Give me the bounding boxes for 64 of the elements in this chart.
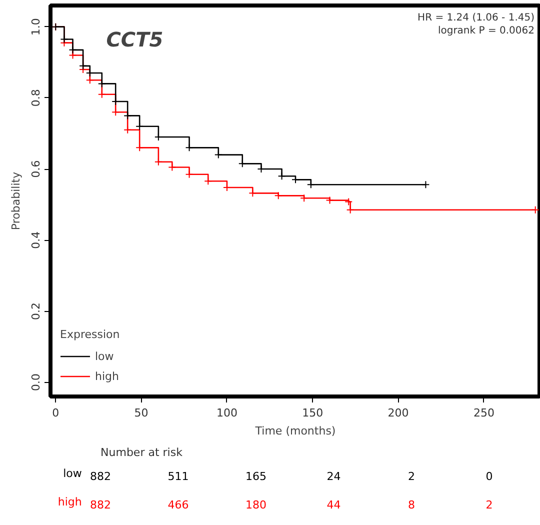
point: [274, 192, 282, 200]
text: 8: [408, 498, 415, 512]
point: [204, 177, 212, 186]
y-tick-label: 1.0: [30, 18, 42, 36]
point: [112, 108, 120, 116]
text: Number at risk: [100, 446, 184, 459]
point: [168, 163, 176, 172]
x-tick-label: 100: [216, 406, 238, 420]
text: 2: [486, 498, 493, 512]
point: [154, 158, 162, 166]
x-tick-label: 0: [52, 406, 60, 420]
text: CCT5: [106, 28, 164, 52]
y-axis-title: Probability: [10, 171, 22, 230]
x-axis-title: Time (months): [254, 424, 336, 438]
text: 44: [326, 498, 341, 512]
text: 882: [90, 498, 112, 512]
point: [278, 172, 286, 180]
point: [124, 112, 132, 120]
text: 0: [486, 470, 493, 484]
point: [136, 144, 144, 152]
x-tick-label: 250: [473, 406, 494, 420]
legend-label: high: [95, 370, 119, 382]
point: [79, 62, 88, 70]
text: 2: [408, 470, 415, 484]
legend-label: low: [95, 350, 115, 362]
point: [214, 150, 222, 159]
point: [531, 206, 540, 214]
point: [422, 180, 430, 189]
point: [344, 198, 353, 206]
y-tick-label: 0.8: [30, 89, 42, 107]
point: [98, 90, 106, 98]
legend-title: Expression: [60, 328, 120, 341]
point: [68, 51, 77, 60]
point: [306, 180, 315, 189]
x-tick-label: 150: [302, 406, 324, 420]
point: [68, 46, 77, 54]
point: [346, 206, 354, 214]
y-tick-label: 0.6: [30, 160, 42, 178]
point: [98, 80, 106, 88]
y-tick-label: 0.0: [30, 374, 42, 392]
point: [124, 126, 132, 134]
text: 165: [246, 470, 266, 484]
point: [185, 170, 194, 178]
x-tick-label: 50: [134, 406, 148, 420]
point: [86, 76, 94, 84]
y-tick-label: 0.4: [30, 231, 42, 249]
text: 180: [246, 498, 266, 512]
x-tick-label: 200: [388, 406, 409, 420]
point: [238, 160, 246, 168]
point: [300, 194, 308, 202]
point: [248, 189, 257, 198]
annotation: logrank P = 0.0062: [438, 26, 535, 36]
text: 466: [168, 498, 189, 512]
text: 882: [90, 470, 112, 484]
point: [185, 144, 194, 152]
point: [326, 196, 334, 204]
text: 24: [326, 470, 341, 484]
annotation: HR = 1.24 (1.06 - 1.45): [418, 12, 535, 24]
text: high: [58, 496, 82, 508]
point: [60, 35, 68, 44]
point: [136, 122, 144, 130]
text: low: [63, 467, 82, 480]
y-tick-label: 0.2: [30, 302, 42, 320]
text: 511: [168, 470, 189, 484]
